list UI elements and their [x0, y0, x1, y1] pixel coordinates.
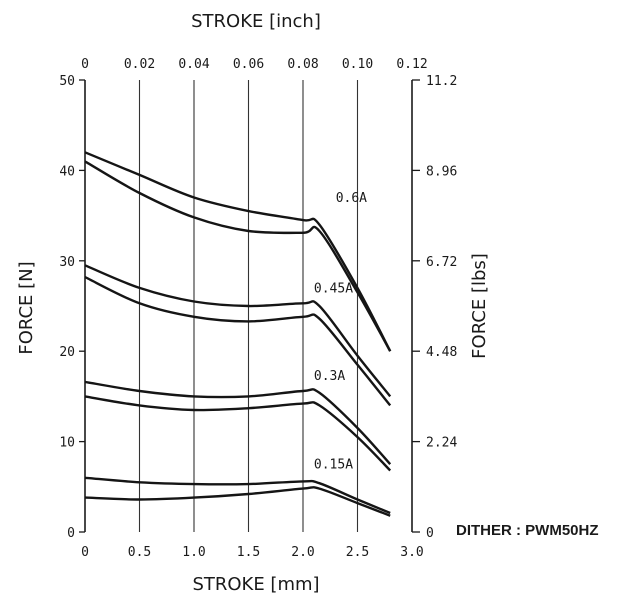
left-tick-label: 0 [67, 526, 75, 541]
right-tick-label: 4.48 [426, 345, 457, 360]
axis-ticks [79, 79, 420, 533]
curve-015A-upper [84, 476, 391, 515]
top-tick-label: 0.10 [342, 57, 373, 72]
left-tick-label: 20 [59, 345, 75, 360]
curve-label: 0.15A [314, 458, 353, 473]
right-tick-label: 6.72 [426, 255, 457, 270]
curve-03A-lower [84, 395, 392, 472]
left-axis-title: FORCE [N] [16, 261, 37, 354]
right-tick-label: 11.2 [426, 74, 457, 89]
right-axis-title: FORCE [lbs] [469, 253, 490, 359]
bottom-tick-label: 0 [81, 545, 89, 560]
current-labels: 0.6A 0.45A 0.3A 0.15A [314, 191, 367, 473]
left-tick-label: 30 [59, 255, 75, 270]
curve-label: 0.3A [314, 369, 345, 384]
plot-frame [84, 80, 413, 532]
bottom-axis-title: STROKE [mm] [192, 574, 319, 595]
top-tick-label: 0.12 [396, 57, 427, 72]
curve-03A-upper [84, 380, 392, 466]
dither-note: DITHER : PWM50HZ [456, 522, 599, 539]
tick-labels: 0 10 20 30 40 50 0 2.24 4.48 6.72 8.96 11.2 0 0.5 1.0 1… [59, 57, 457, 560]
bottom-tick-label: 2.5 [346, 545, 369, 560]
left-tick-label: 50 [59, 74, 75, 89]
curve-label: 0.6A [336, 191, 367, 206]
right-tick-label: 2.24 [426, 436, 457, 451]
top-tick-label: 0.04 [178, 57, 209, 72]
right-tick-label: 0 [426, 526, 434, 541]
force-curves [84, 151, 392, 517]
curve-06A-upper [84, 151, 392, 352]
curve-045A-lower [84, 276, 392, 407]
curve-045A-upper [84, 264, 392, 398]
bottom-tick-label: 3.0 [400, 545, 423, 560]
top-tick-label: 0 [81, 57, 89, 72]
curve-06A-lower [84, 160, 392, 352]
right-tick-label: 8.96 [426, 164, 457, 179]
top-axis-title: STROKE [inch] [191, 11, 321, 32]
top-tick-label: 0.02 [124, 57, 155, 72]
top-tick-label: 0.06 [233, 57, 264, 72]
bottom-tick-label: 0.5 [128, 545, 151, 560]
top-tick-label: 0.08 [287, 57, 318, 72]
curve-label: 0.45A [314, 281, 353, 296]
curve-015A-lower [84, 486, 391, 517]
left-tick-label: 40 [59, 164, 75, 179]
left-tick-label: 10 [59, 436, 75, 451]
bottom-tick-label: 1.0 [182, 545, 205, 560]
bottom-tick-label: 1.5 [237, 545, 260, 560]
bottom-tick-label: 2.0 [291, 545, 314, 560]
